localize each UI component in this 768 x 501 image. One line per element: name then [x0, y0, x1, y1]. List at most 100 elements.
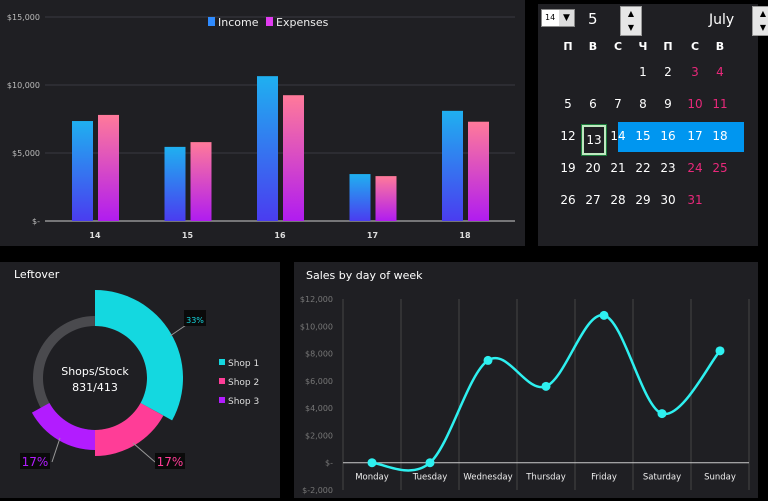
y-tick-label: $15,000	[7, 13, 40, 22]
legend-swatch	[266, 17, 273, 26]
calendar-day[interactable]: 19	[560, 161, 576, 175]
x-tick-label: Monday	[355, 473, 389, 483]
bar-income	[349, 174, 371, 221]
legend-swatch	[208, 17, 215, 26]
calendar-day[interactable]: 16	[660, 129, 676, 143]
legend-label: Expenses	[276, 16, 329, 29]
x-tick-label: 16	[274, 231, 286, 240]
calendar-day[interactable]: 28	[610, 193, 626, 207]
sales-line	[371, 314, 721, 472]
calendar-day[interactable]: 30	[660, 193, 676, 207]
y-tick-label: $4,000	[305, 404, 333, 413]
calendar-day[interactable]: 17	[687, 129, 703, 143]
bar-income	[164, 146, 186, 221]
calendar-day[interactable]: 12	[560, 129, 576, 143]
weekday-header: В	[715, 40, 725, 53]
legend-label: Shop 3	[228, 397, 259, 407]
data-point	[483, 355, 493, 365]
x-tick-label: 14	[89, 231, 101, 240]
donut-slice	[95, 290, 183, 421]
leader-line	[132, 442, 156, 463]
x-tick-label: Friday	[591, 473, 617, 483]
spin-down-icon[interactable]: ▼	[627, 23, 635, 32]
calendar-day[interactable]: 29	[635, 193, 651, 207]
sales-line-chart: $-2,000 $- $2,000 $4,000 $6,000 $8,000 $10,000…	[300, 295, 750, 495]
weekday-header: С	[613, 40, 623, 53]
calendar-day[interactable]: 26	[560, 193, 576, 207]
calendar-day[interactable]: 9	[664, 97, 672, 111]
bar-expenses	[468, 121, 489, 221]
y-tick-label: $10,000	[300, 322, 333, 331]
y-tick-label: $6,000	[305, 377, 333, 386]
bar-expenses	[98, 114, 119, 221]
x-tick-label: Thursday	[525, 473, 566, 483]
legend-label: Income	[218, 16, 259, 29]
calendar-day[interactable]: 22	[635, 161, 651, 175]
calendar-day[interactable]: 31	[687, 193, 703, 207]
data-point	[599, 310, 609, 320]
calendar-day[interactable]: 20	[585, 161, 601, 175]
day-dropdown[interactable]: 14 ▼	[541, 9, 575, 27]
sales-title: Sales by day of week	[306, 269, 423, 282]
income-expenses-chart: $- $5,000 $10,000 $15,000 14 15 16 17 18 Income Ex…	[7, 13, 515, 240]
data-point	[367, 458, 377, 468]
month-spinner[interactable]: ▲ ▼	[752, 6, 768, 36]
week-highlight	[618, 122, 744, 152]
calendar-panel: 14 ▼ 5 ▲ ▼ July ▲ ▼ П В С Ч П С В 1 2 3 4 5 6 7 8 9 10 11 12…	[538, 4, 768, 246]
calendar-day[interactable]: 3	[691, 65, 699, 79]
y-tick-label: $-2,000	[302, 486, 333, 495]
weekday-header: П	[563, 40, 573, 53]
leftover-panel: Leftover Shops/Stock 831/413 33% Shop 1 17% S…	[0, 262, 280, 498]
calendar-day[interactable]: 6	[589, 97, 597, 111]
leader-line	[51, 437, 61, 463]
y-tick-label: $-	[325, 459, 333, 468]
y-tick-label: $8,000	[305, 350, 333, 359]
x-tick-label: 17	[367, 231, 378, 240]
donut-center-label: Shops/Stock	[61, 365, 129, 378]
calendar-day[interactable]: 18	[712, 129, 728, 143]
income-expenses-panel: $- $5,000 $10,000 $15,000 14 15 16 17 18 Income Ex…	[0, 0, 525, 246]
calendar-day[interactable]: 14	[610, 129, 626, 143]
y-tick-label: $10,000	[7, 81, 40, 90]
week-number: 5	[588, 10, 598, 28]
calendar-day[interactable]: 2	[664, 65, 672, 79]
donut-slice	[31, 403, 95, 450]
sales-panel: Sales by day of week $-2,000 $- $2,000 $4,0…	[294, 262, 758, 498]
calendar-day[interactable]: 24	[687, 161, 703, 175]
x-tick-label: Tuesday	[412, 473, 448, 483]
calendar-day[interactable]: 10	[687, 97, 703, 111]
y-tick-label: $5,000	[12, 149, 40, 158]
calendar-day[interactable]: 23	[660, 161, 676, 175]
data-point	[657, 409, 667, 419]
data-point	[715, 346, 725, 356]
leftover-title: Leftover	[14, 268, 60, 281]
weekday-header: В	[588, 40, 598, 53]
calendar-day[interactable]: 1	[639, 65, 647, 79]
x-tick-label: Sunday	[704, 473, 736, 483]
donut-slice	[95, 403, 164, 456]
calendar-day[interactable]: 15	[635, 129, 651, 143]
y-tick-label: $12,000	[300, 295, 333, 304]
calendar-day[interactable]: 4	[716, 65, 724, 79]
legend-swatch	[219, 378, 225, 384]
weekday-header: П	[663, 40, 673, 53]
calendar-day[interactable]: 13	[581, 124, 607, 156]
data-label: 17%	[157, 455, 184, 469]
chevron-down-icon[interactable]: ▼	[559, 10, 574, 26]
calendar-day[interactable]: 21	[610, 161, 626, 175]
weekday-header: Ч	[638, 40, 648, 53]
legend-label: Shop 1	[228, 359, 259, 369]
calendar-day[interactable]: 5	[564, 97, 572, 111]
spin-up-icon[interactable]: ▲	[627, 9, 635, 18]
x-tick-label: 18	[459, 231, 471, 240]
week-spinner[interactable]: ▲ ▼	[620, 6, 642, 36]
calendar-day[interactable]: 25	[712, 161, 728, 175]
spin-up-icon[interactable]: ▲	[759, 9, 767, 18]
spin-down-icon[interactable]: ▼	[759, 23, 767, 32]
calendar-day[interactable]: 11	[712, 97, 728, 111]
calendar-day[interactable]: 7	[614, 97, 622, 111]
x-tick-label: Wednesday	[463, 473, 512, 483]
data-label-box	[155, 453, 185, 469]
calendar-day[interactable]: 8	[639, 97, 647, 111]
calendar-day[interactable]: 27	[585, 193, 601, 207]
